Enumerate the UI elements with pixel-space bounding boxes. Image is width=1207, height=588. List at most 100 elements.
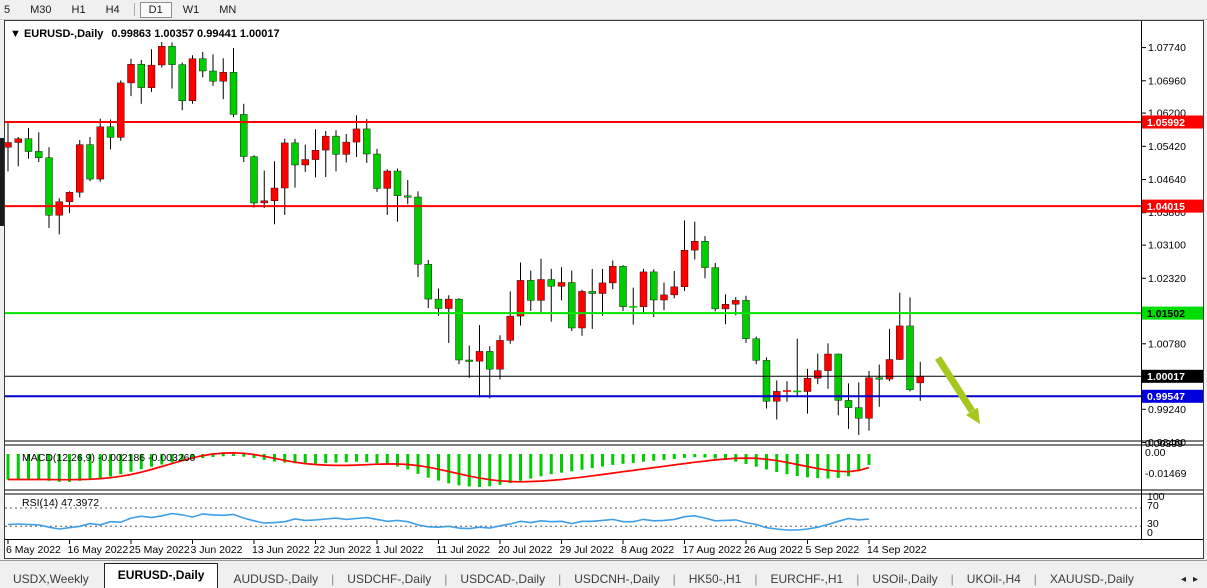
bear-candle bbox=[844, 400, 853, 408]
chart-tab-usoil-daily[interactable]: USOil-,Daily bbox=[872, 572, 938, 586]
price-level-badge bbox=[1142, 199, 1203, 213]
bear-candle bbox=[619, 266, 627, 307]
bull-candle bbox=[281, 142, 289, 189]
macd-histogram-bar bbox=[242, 454, 246, 457]
timeframe-button-mn[interactable]: MN bbox=[219, 3, 237, 16]
bear-candle bbox=[875, 377, 883, 380]
bear-candle bbox=[547, 279, 555, 287]
timeframe-button-d1[interactable]: D1 bbox=[139, 1, 172, 18]
bull-candle bbox=[158, 46, 166, 66]
bull-candle bbox=[475, 351, 484, 362]
bull-candle bbox=[55, 201, 63, 216]
tab-scroll-left-icon[interactable]: ◂ bbox=[1180, 574, 1186, 585]
macd-histogram-bar bbox=[160, 454, 164, 465]
macd-histogram-bar bbox=[570, 454, 574, 472]
chart-tab-eurchf-h1[interactable]: EURCHF-,H1 bbox=[770, 572, 844, 586]
date-tick-label: 1 Jul 2022 bbox=[375, 544, 424, 556]
bull-candle bbox=[670, 286, 678, 296]
macd-histogram-bar bbox=[396, 454, 399, 467]
macd-histogram-bar bbox=[508, 454, 512, 484]
macd-histogram-bar bbox=[68, 454, 71, 482]
macd-histogram-bar bbox=[467, 454, 471, 487]
macd-histogram-bar bbox=[580, 454, 584, 470]
down-trend-arrow-shaft[interactable] bbox=[935, 356, 975, 413]
timeframe-button-5[interactable]: 5 bbox=[4, 3, 11, 16]
macd-signal-line bbox=[8, 452, 870, 483]
bear-candle bbox=[250, 156, 258, 204]
chart-tab-eurusd-daily[interactable]: EURUSD-,Daily bbox=[103, 563, 219, 588]
timeframe-button-h4[interactable]: H4 bbox=[105, 3, 120, 16]
macd-histogram-bar bbox=[221, 454, 225, 457]
macd-histogram-bar bbox=[744, 454, 748, 464]
bull-candle bbox=[885, 359, 894, 380]
price-tick-label: 1.02320 bbox=[1148, 273, 1186, 285]
chart-tab-xauusd-daily[interactable]: XAUUSD-,Daily bbox=[1049, 572, 1134, 586]
bear-candle bbox=[465, 359, 473, 362]
chart-tab-ukoil-h4[interactable]: UKOil-,H4 bbox=[966, 572, 1021, 586]
tab-separator: | bbox=[950, 572, 954, 586]
macd-histogram-bar bbox=[652, 454, 656, 461]
price-tick-label: 1.05420 bbox=[1148, 141, 1186, 153]
price-level-badge-label: 0.99547 bbox=[1147, 391, 1185, 403]
price-level-badges: 1.05992 1.04015 1.01502 1.00017 0.99547 bbox=[1142, 115, 1203, 403]
bear-candle bbox=[86, 144, 94, 180]
rsi-label: RSI(14) 47.3972 bbox=[22, 497, 99, 509]
rsi-axis-label: 70 bbox=[1147, 500, 1159, 512]
bear-candle bbox=[650, 271, 658, 301]
timeframe-button-w1[interactable]: W1 bbox=[182, 3, 200, 16]
price-axis: 1.077401.069601.062001.054201.046401.038… bbox=[1141, 42, 1187, 539]
bear-candle bbox=[855, 407, 863, 419]
date-tick-label: 26 Aug 2022 bbox=[744, 544, 803, 556]
price-tick-label: 0.99240 bbox=[1148, 404, 1186, 416]
bear-candle bbox=[291, 142, 299, 166]
macd-histogram-bar bbox=[129, 454, 133, 472]
date-tick-label: 5 Sep 2022 bbox=[806, 544, 860, 556]
bear-candle bbox=[332, 135, 340, 155]
bull-candle bbox=[65, 192, 74, 202]
bull-candle bbox=[814, 370, 822, 379]
macd-axis-label: 0.00 bbox=[1145, 447, 1166, 459]
chart-tab-audusd-daily[interactable]: AUDUSD-,Daily bbox=[233, 572, 319, 586]
rsi-axis-label: 100 bbox=[1147, 491, 1165, 503]
date-tick-label: 3 Jun 2022 bbox=[191, 544, 243, 556]
bear-candle bbox=[568, 282, 576, 329]
chart-tab-usdcad-daily[interactable]: USDCAD-,Daily bbox=[460, 572, 546, 586]
macd-histogram-bar bbox=[16, 454, 20, 480]
bear-candle bbox=[168, 46, 176, 65]
chart-tab-usdcnh-daily[interactable]: USDCNH-,Daily bbox=[574, 572, 660, 586]
bull-candle bbox=[14, 138, 22, 143]
chart-tab-usdchf-daily[interactable]: USDCHF-,Daily bbox=[347, 572, 432, 586]
chart-tab-hk50-h1[interactable]: HK50-,H1 bbox=[688, 572, 742, 586]
macd-histogram-bar bbox=[150, 454, 153, 467]
bear-candle bbox=[424, 264, 432, 300]
macd-histogram-bar bbox=[27, 454, 30, 481]
trend-arrow[interactable] bbox=[935, 356, 980, 425]
price-level-badge-label: 1.04015 bbox=[1147, 201, 1185, 213]
macd-histogram-bar bbox=[211, 454, 215, 457]
chart-tab-usdx-weekly[interactable]: USDX,Weekly bbox=[13, 572, 89, 586]
macd-histogram-bar bbox=[857, 454, 861, 471]
bear-candle bbox=[45, 157, 53, 216]
bear-candle bbox=[834, 353, 842, 401]
macd-histogram-bar bbox=[303, 454, 307, 464]
timeframe-button-h1[interactable]: H1 bbox=[71, 3, 86, 16]
macd-histogram-bar bbox=[232, 454, 235, 456]
timeframe-button-m30[interactable]: M30 bbox=[30, 3, 52, 16]
bear-candle bbox=[711, 267, 719, 310]
macd-histogram-bar bbox=[78, 454, 82, 481]
macd-label: MACD(12,26,9) -0.002186 -0.003260 bbox=[22, 452, 196, 464]
date-tick-label: 14 Sep 2022 bbox=[867, 544, 927, 556]
macd-axis-label: 0.00399 bbox=[1145, 438, 1183, 450]
bull-candle bbox=[803, 378, 812, 392]
chart-title: ▼ EURUSD-,Daily 0.99863 1.00357 0.99441 1… bbox=[10, 28, 280, 40]
bear-candle bbox=[209, 70, 217, 82]
macd-histogram-bar bbox=[37, 454, 41, 481]
down-trend-arrow-head[interactable] bbox=[966, 407, 980, 425]
macd-histogram-bar bbox=[170, 454, 174, 463]
tab-scroll-right-icon[interactable]: ▸ bbox=[1192, 574, 1198, 585]
macd-histogram-bar bbox=[314, 454, 317, 464]
macd-histogram-bar bbox=[180, 454, 184, 461]
bull-candle bbox=[598, 282, 607, 294]
